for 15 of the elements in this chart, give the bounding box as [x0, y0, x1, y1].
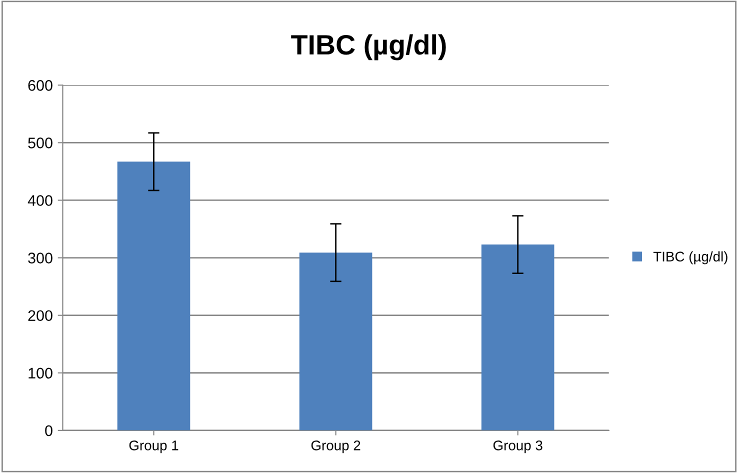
y-tick-label: 200: [28, 310, 52, 322]
chart-title: TIBC (µg/dl): [291, 34, 446, 60]
y-tick-label: 100: [28, 368, 52, 379]
y-tick-label: 0: [45, 425, 52, 436]
x-tick-label: Group 1: [129, 440, 178, 454]
y-tick-label: 300: [28, 252, 52, 264]
x-tick-label: Group 3: [493, 440, 542, 454]
bar: [481, 244, 554, 430]
y-tick-label: 600: [28, 80, 52, 91]
legend-label: TIBC (µg/dl): [653, 251, 728, 264]
x-tick-label: Group 2: [311, 440, 360, 454]
y-tick-label: 400: [28, 195, 52, 206]
y-tick-label: 500: [28, 138, 52, 148]
bar: [117, 162, 190, 430]
bar: [299, 252, 372, 430]
